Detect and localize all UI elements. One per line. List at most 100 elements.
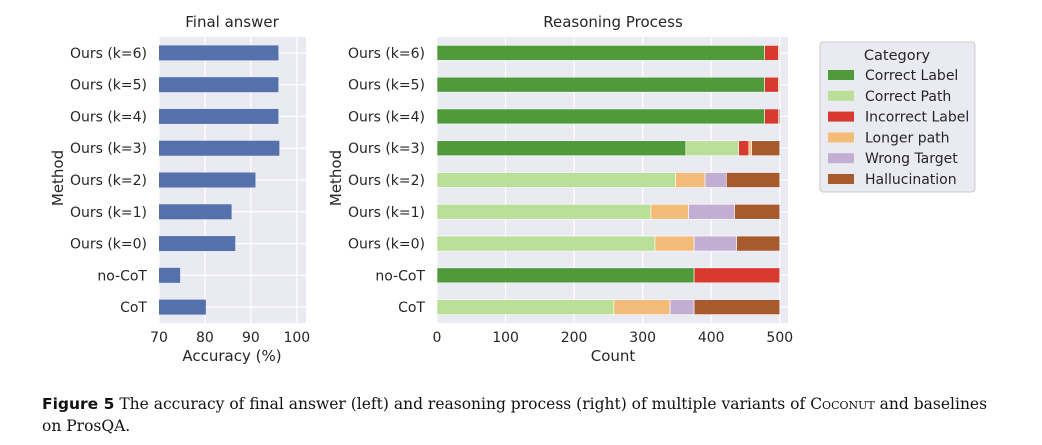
legend-items: Correct Label Correct Path Incorrect Label… <box>828 68 969 188</box>
stacked-bar-segment <box>738 140 750 157</box>
stacked-bar-segment <box>764 108 779 125</box>
right-x-tick-label: 200 <box>561 330 588 346</box>
right-y-tick-labels: Ours (k=6) Ours (k=5) Ours (k=4) Ours (k=3)… <box>348 46 425 316</box>
stacked-bar-segment <box>436 203 652 220</box>
legend-label: Longer path <box>865 130 950 146</box>
right-x-tick-label: 400 <box>698 330 725 346</box>
right-y-tick-label: Ours (k=2) <box>348 173 425 189</box>
stacked-bar-segment <box>693 299 781 315</box>
stacked-bar-segment <box>764 76 779 93</box>
right-x-tick-label: 300 <box>629 330 656 346</box>
stacked-bar-segment <box>436 140 687 157</box>
legend-swatch <box>828 70 854 80</box>
stacked-bar-segment <box>734 203 781 220</box>
stacked-bar-segment <box>688 203 735 220</box>
right-y-tick-label: Ours (k=0) <box>348 237 425 253</box>
right-y-tick-label: Ours (k=4) <box>348 109 425 125</box>
right-chart-title: Reasoning Process <box>543 13 683 31</box>
left-x-tick-label: 70 <box>150 330 168 346</box>
right-y-tick-label: no-CoT <box>375 268 425 284</box>
left-y-tick-label: Ours (k=5) <box>70 78 147 94</box>
stacked-bar-segment <box>436 76 765 93</box>
accuracy-bar <box>159 204 232 220</box>
stacked-bar-segment <box>436 299 615 315</box>
right-x-tick-label: 500 <box>766 330 793 346</box>
left-y-tick-label: Ours (k=1) <box>70 205 147 221</box>
caption-text-before: The accuracy of final answer (left) and … <box>119 395 806 413</box>
legend-label: Incorrect Label <box>865 110 969 126</box>
right-y-axis-label: Method <box>327 150 345 206</box>
accuracy-bar <box>159 267 181 283</box>
accuracy-bar <box>159 45 279 61</box>
accuracy-bar <box>159 140 280 156</box>
left-y-tick-label: Ours (k=0) <box>70 237 147 253</box>
left-y-tick-label: Ours (k=4) <box>70 109 147 125</box>
stacked-bar-segment <box>613 299 671 315</box>
stacked-bar-segment <box>436 267 695 284</box>
figure-caption: Figure 5 The accuracy of final answer (l… <box>42 393 1002 437</box>
stacked-bar-segment <box>436 108 765 125</box>
legend-label: Correct Label <box>865 68 958 84</box>
left-x-tick-label: 90 <box>242 330 260 346</box>
legend: Category Correct Label Correct Path Incorr… <box>819 41 976 193</box>
legend-swatch <box>828 132 854 143</box>
stacked-bar-segment <box>654 235 695 252</box>
legend-label: Correct Path <box>865 89 951 105</box>
legend-title: Category <box>864 48 931 64</box>
left-y-tick-label: CoT <box>120 300 147 316</box>
left-x-axis-label: Accuracy (%) <box>182 347 281 365</box>
stacked-bar-segment <box>693 267 781 284</box>
right-y-tick-label: Ours (k=6) <box>348 46 425 62</box>
stacked-bar-segment <box>736 235 781 252</box>
caption-label: Figure 5 <box>42 395 115 413</box>
stacked-bar-segment <box>693 235 737 252</box>
right-x-tick-label: 0 <box>433 330 442 346</box>
stacked-bar-segment <box>778 45 781 61</box>
stacked-bar-segment <box>685 140 739 157</box>
left-y-axis-label: Method <box>49 150 67 206</box>
stacked-bar-segment <box>751 140 781 157</box>
left-y-tick-label: Ours (k=6) <box>70 46 147 62</box>
stacked-bar-segment <box>704 172 727 188</box>
left-x-tick-labels: 70 80 90 100 <box>150 330 310 346</box>
stacked-bar-segment <box>650 203 689 220</box>
stacked-bar-segment <box>436 45 765 61</box>
right-bars <box>436 45 781 315</box>
legend-label: Hallucination <box>865 172 957 188</box>
left-y-tick-label: Ours (k=3) <box>70 141 147 157</box>
stacked-bar-segment <box>669 299 695 315</box>
accuracy-bar <box>159 108 279 124</box>
stacked-bar-segment <box>675 172 706 188</box>
right-x-axis-label: Count <box>591 347 636 365</box>
legend-swatch <box>828 153 854 164</box>
right-x-tick-labels: 0 100 200 300 400 500 <box>433 330 794 346</box>
left-bars <box>159 45 280 315</box>
right-y-tick-label: CoT <box>398 300 425 316</box>
right-y-tick-label: Ours (k=5) <box>348 78 425 94</box>
stacked-bar-segment <box>778 108 781 125</box>
left-y-tick-label: no-CoT <box>97 268 147 284</box>
stacked-bar-segment <box>764 45 779 61</box>
figure: Ours (k=6) Ours (k=5) Ours (k=4) Ours (k=3)… <box>49 13 976 365</box>
legend-box <box>819 41 976 193</box>
left-y-tick-labels: Ours (k=6) Ours (k=5) Ours (k=4) Ours (k=3)… <box>70 46 147 316</box>
left-x-tick-label: 100 <box>283 330 310 346</box>
caption-coconut: Coconut <box>810 395 875 413</box>
reasoning-process-chart: Ours (k=6) Ours (k=5) Ours (k=4) Ours (k=3)… <box>327 13 793 365</box>
legend-swatch <box>828 90 854 101</box>
right-y-tick-label: Ours (k=3) <box>348 141 425 157</box>
right-y-tick-label: Ours (k=1) <box>348 205 425 221</box>
accuracy-bar <box>159 172 256 188</box>
legend-swatch <box>828 111 854 122</box>
stacked-bar-segment <box>748 140 752 157</box>
stacked-bar-segment <box>436 172 676 188</box>
left-y-tick-label: Ours (k=2) <box>70 173 147 189</box>
legend-label: Wrong Target <box>865 151 958 167</box>
legend-swatch <box>828 174 854 184</box>
stacked-bar-segment <box>436 235 656 252</box>
left-chart-title: Final answer <box>185 13 279 31</box>
stacked-bar-segment <box>726 172 781 188</box>
stacked-bar-segment <box>778 76 781 93</box>
accuracy-bar <box>159 236 236 252</box>
left-x-tick-label: 80 <box>196 330 214 346</box>
